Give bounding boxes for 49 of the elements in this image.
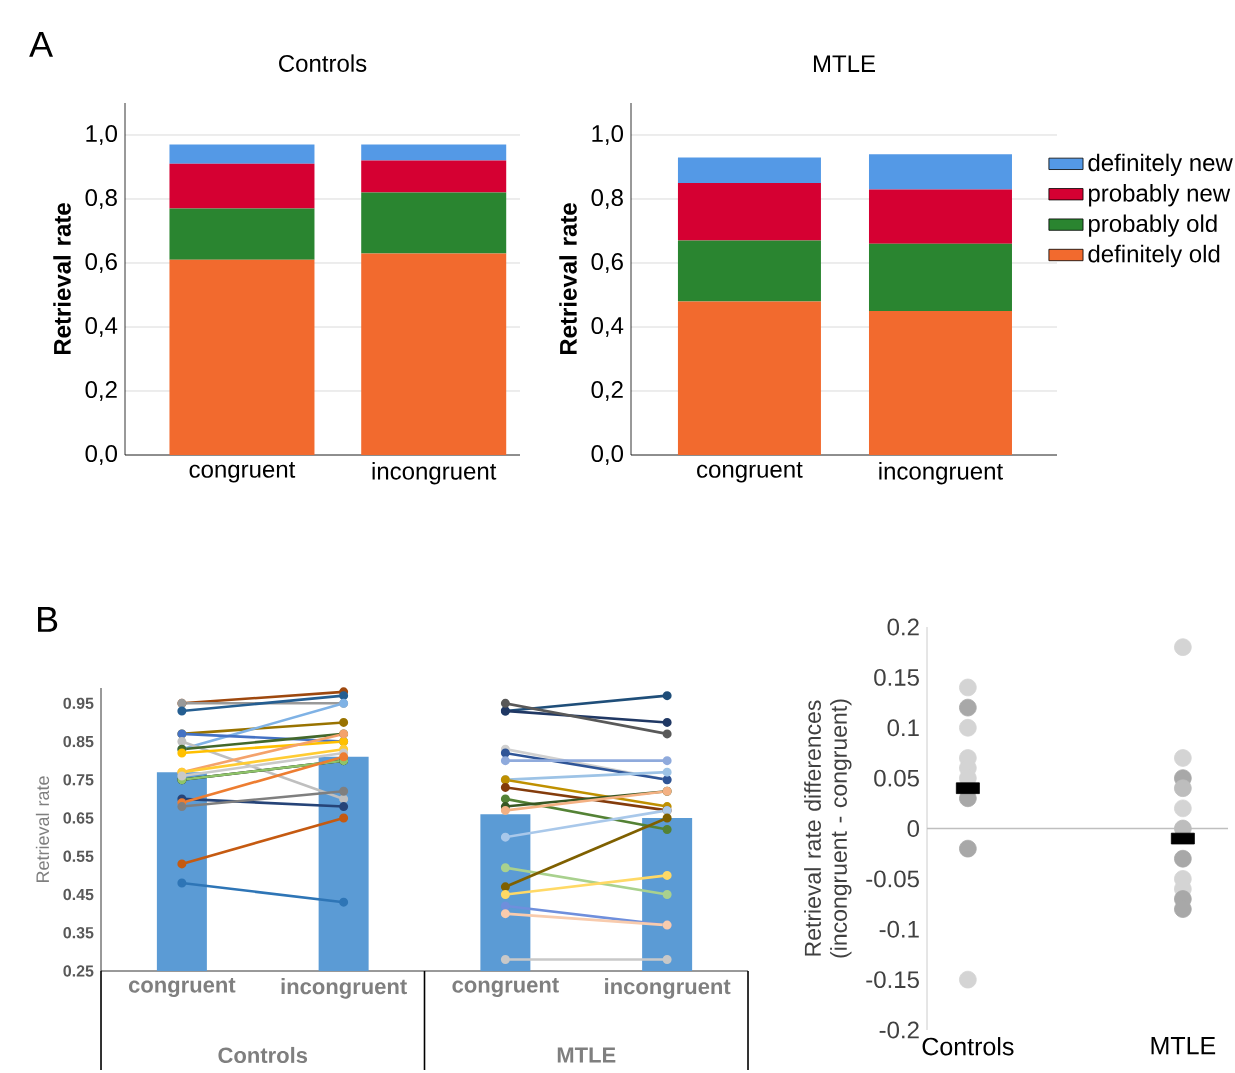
text: B <box>38 607 58 632</box>
y-axis-title: Retrieval rate <box>53 203 71 355</box>
y-tick-label: 0.85 <box>63 735 94 748</box>
y-tick-label: 0,6 <box>591 253 623 273</box>
y-tick-label: 0,4 <box>591 317 624 337</box>
y-tick-label: 0,0 <box>591 445 624 465</box>
y-tick-label: 0.15 <box>874 668 919 686</box>
y-tick-label: 0 <box>907 820 920 837</box>
x-tick-label: incongruent <box>879 462 1003 485</box>
x-tick-label: congruent <box>697 462 803 483</box>
y-tick-label: -0.1 <box>879 920 919 938</box>
legend-label: definitely new <box>1088 153 1233 177</box>
x-tick-label: incongruent <box>281 978 407 999</box>
legend-label: probably new <box>1088 184 1231 207</box>
legend-label: probably old <box>1088 214 1217 237</box>
y-tick-label: 0.95 <box>63 697 94 709</box>
y-tick-label: 1,0 <box>592 125 624 145</box>
y-tick-label: 0.2 <box>887 618 919 636</box>
x-tick-label: incongruent <box>372 462 497 485</box>
y-axis-title: Retrieval rate <box>559 203 577 355</box>
legend-label: definitely old <box>1088 244 1220 268</box>
y-tick-label: 0.55 <box>63 850 94 862</box>
y-tick-label: 0,2 <box>85 381 117 401</box>
y-axis-title: Retrieval rate differences (incongruent - congruent) <box>804 699 852 958</box>
y-tick-label: 0.1 <box>887 719 919 737</box>
y-tick-label: 0,8 <box>85 189 117 209</box>
y-axis-title: Retrieval rate <box>35 776 50 883</box>
text: A <box>29 32 54 57</box>
y-tick-label: 0.35 <box>63 927 94 939</box>
y-tick-label: 0.25 <box>63 965 94 977</box>
chart-title: MTLE <box>813 55 875 72</box>
x-tick-label: congruent <box>128 978 236 998</box>
y-tick-label: -0.05 <box>866 870 919 888</box>
x-tick-label: congruent <box>452 978 559 998</box>
y-tick-label: 0,0 <box>85 445 118 465</box>
y-tick-label: 0.45 <box>63 888 94 901</box>
y-tick-label: 0,2 <box>591 381 623 401</box>
y-tick-label: 0,8 <box>591 189 623 209</box>
y-tick-label: -0.15 <box>866 971 919 989</box>
y-tick-label: 0,4 <box>85 317 118 337</box>
y-tick-label: 0.75 <box>63 774 94 786</box>
x-tick-label: congruent <box>189 462 296 483</box>
y-tick-label: 1,0 <box>86 125 118 145</box>
y-tick-label: 0.65 <box>63 812 94 824</box>
y-tick-label: -0.2 <box>879 1021 919 1039</box>
y-tick-label: 0,6 <box>85 253 117 273</box>
chart-title: Controls <box>279 54 367 72</box>
x-tick-label: incongruent <box>605 978 731 999</box>
y-tick-label: 0.05 <box>874 769 919 787</box>
